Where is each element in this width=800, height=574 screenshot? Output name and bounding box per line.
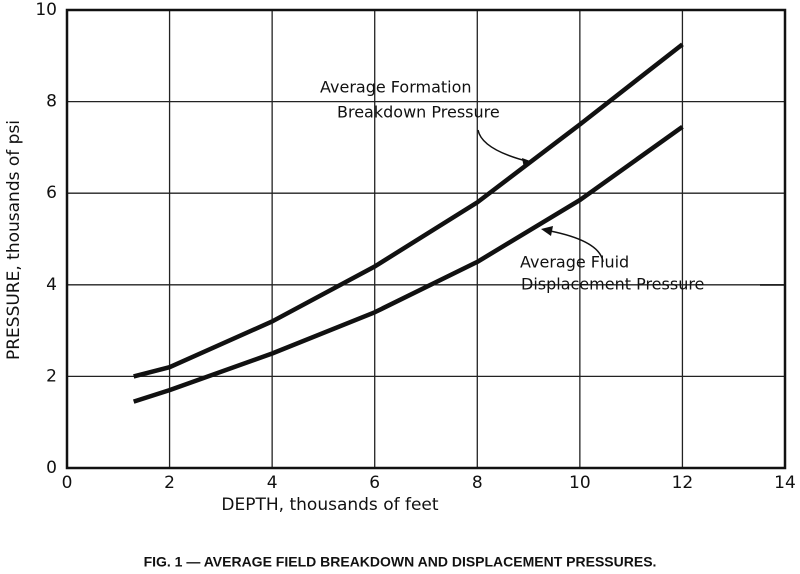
x-axis-title: DEPTH, thousands of feet <box>221 495 438 515</box>
x-tick-label: 6 <box>369 473 380 493</box>
leader-line <box>477 129 531 163</box>
y-tick-label: 4 <box>46 275 57 295</box>
x-tick-label: 12 <box>672 473 694 493</box>
x-tick-label: 14 <box>774 473 796 493</box>
y-tick-label: 2 <box>46 366 57 386</box>
y-axis-title: PRESSURE, thousands of psi <box>4 120 24 360</box>
caption: FIG. 1 — AVERAGE FIELD BREAKDOWN AND DIS… <box>144 554 657 570</box>
annotation: Average Fluid <box>520 253 629 272</box>
annotation: Average Formation <box>320 78 472 97</box>
x-tick-label: 10 <box>569 473 591 493</box>
data-line <box>132 124 684 404</box>
arrowhead <box>541 226 553 236</box>
leader-line <box>544 229 604 263</box>
x-tick-label: 8 <box>472 473 483 493</box>
x-tick-label: 2 <box>164 473 175 493</box>
y-tick-label: 6 <box>46 183 57 203</box>
y-tick-label: 0 <box>46 458 57 478</box>
annotation: Breakdown Pressure <box>337 103 500 122</box>
y-tick-label: 8 <box>46 92 57 112</box>
annotation: Displacement Pressure <box>521 275 704 294</box>
plot-frame <box>65 8 787 470</box>
data-line <box>133 42 684 379</box>
x-tick-label: 0 <box>62 473 73 493</box>
x-tick-label: 4 <box>267 473 278 493</box>
y-tick-label: 10 <box>35 0 57 20</box>
